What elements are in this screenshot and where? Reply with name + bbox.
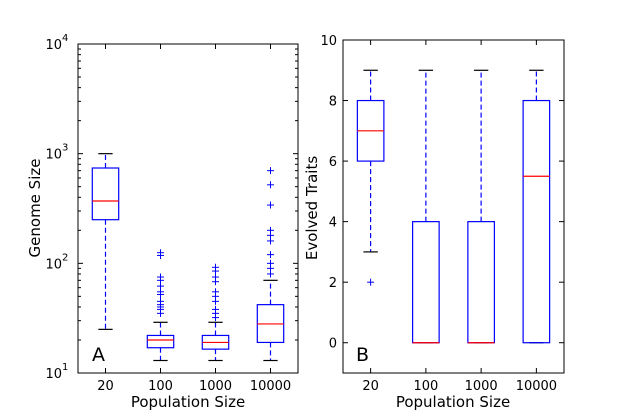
panel-a-y-tick-exponent: 3 bbox=[62, 143, 68, 154]
panel-a-y-tick-exponent: 4 bbox=[62, 33, 68, 44]
panel-a-y-tick-base: 10 bbox=[45, 148, 62, 163]
panel-a-outlier bbox=[212, 273, 219, 281]
panel-a-outlier bbox=[267, 167, 274, 175]
panel-b-box-10000 bbox=[522, 99, 551, 344]
panel-b-y-tick-label: 2 bbox=[329, 276, 337, 291]
panel-a-outlier bbox=[267, 181, 274, 189]
panel-b-x-axis-label: Population Size bbox=[396, 393, 510, 411]
panel-b-box-1000 bbox=[467, 221, 495, 344]
panel-a-outlier bbox=[267, 251, 274, 259]
panel-b-y-tick-label: 6 bbox=[329, 155, 337, 170]
panel-a-outlier bbox=[212, 288, 219, 296]
panel-a-outlier bbox=[157, 297, 164, 305]
panel-a-y-tick-label: 10 bbox=[45, 148, 62, 163]
panel-b-y-tick-label: 8 bbox=[329, 95, 337, 110]
panel-a-outlier bbox=[157, 249, 164, 257]
panel-b-x-tick-label: 10000 bbox=[516, 379, 557, 394]
panel-b-y-axis-label: Evolved Traits bbox=[303, 156, 321, 260]
panel-a-y-tick-label: 10 bbox=[45, 367, 62, 382]
panel-b-box-100 bbox=[412, 221, 440, 344]
panel-a-y-axis-label: Genome Size bbox=[26, 159, 44, 258]
panel-a-y-tick-base: 10 bbox=[45, 257, 62, 272]
panel-b-y-tick-label: 10 bbox=[320, 34, 337, 49]
panel-b-x-tick-label: 20 bbox=[362, 379, 379, 394]
panel-a-x-axis-label: Population Size bbox=[131, 393, 245, 411]
panel-a-outlier bbox=[212, 305, 219, 313]
panel-a-outlier bbox=[267, 226, 274, 234]
panel-b-frame bbox=[342, 39, 565, 374]
panel-a-y-tick-base: 10 bbox=[45, 367, 62, 382]
panel-b-letter: B bbox=[356, 344, 369, 366]
panel-a-frame bbox=[77, 43, 299, 374]
panel-a-outlier bbox=[267, 259, 274, 267]
panel-b-evolved-traits: 0 2 4 6 8 10 20 100 1000 10000 B Evolved Traits P… bbox=[303, 34, 565, 411]
panel-b-y-tick-label: 0 bbox=[329, 337, 337, 352]
panel-a-y-tick-label: 10 bbox=[45, 38, 62, 53]
panel-a-x-tick-label: 1000 bbox=[199, 379, 232, 394]
panel-a-letter: A bbox=[92, 344, 105, 366]
panel-a-outlier bbox=[157, 273, 164, 281]
panel-a-x-tick-label: 20 bbox=[97, 379, 114, 394]
panel-a-box-20 bbox=[91, 167, 120, 221]
panel-a-y-tick-base: 10 bbox=[45, 38, 62, 53]
panel-a-box-100 bbox=[146, 334, 175, 349]
panel-b-x-tick-label: 100 bbox=[413, 379, 438, 394]
panel-a-y-tick-exponent: 1 bbox=[62, 362, 68, 373]
panel-b-y-tick-label: 4 bbox=[329, 216, 337, 231]
panel-a-x-tick-label: 100 bbox=[148, 379, 173, 394]
panel-a-y-tick-label: 10 bbox=[45, 257, 62, 272]
panel-b-x-tick-label: 1000 bbox=[465, 379, 498, 394]
panel-a-y-tick-exponent: 2 bbox=[62, 252, 68, 263]
panel-a-x-tick-label: 10000 bbox=[250, 379, 291, 394]
panel-b-outlier bbox=[367, 278, 375, 286]
panel-a-outlier bbox=[212, 263, 219, 271]
panel-a-outlier bbox=[267, 201, 274, 209]
